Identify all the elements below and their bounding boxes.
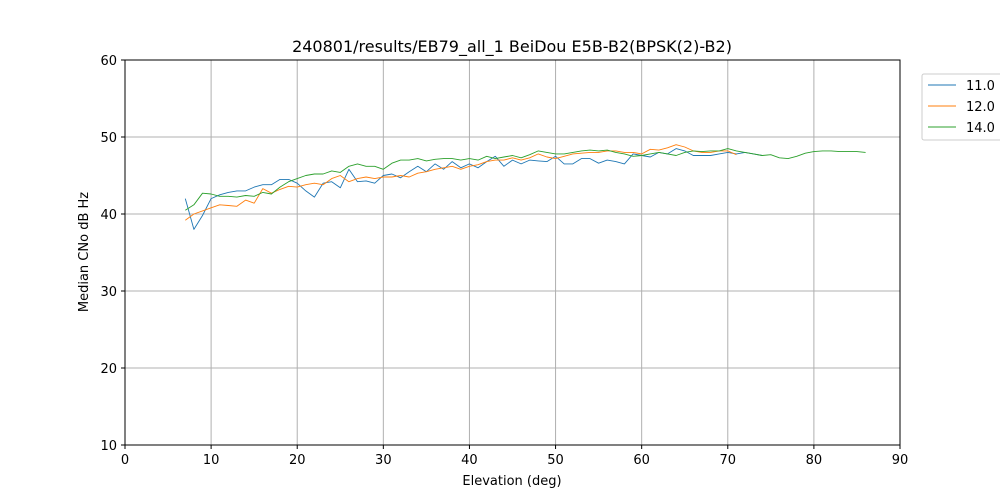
x-tick-label: 50 — [547, 453, 564, 468]
y-axis-label: Median CNo dB Hz — [77, 192, 92, 312]
plot-frame — [124, 59, 901, 446]
y-tick-label: 60 — [100, 54, 117, 69]
legend-label: 11.0 — [966, 79, 995, 94]
legend-box — [921, 73, 1000, 141]
y-axis: 10 20 30 40 50 60 — [100, 54, 125, 454]
x-tick-label: 80 — [806, 453, 823, 468]
x-tick-label: 60 — [633, 453, 650, 468]
x-tick-label: 0 — [121, 453, 129, 468]
x-axis: 0 10 20 30 40 50 60 70 80 90 — [121, 445, 908, 468]
y-tick-label: 50 — [100, 131, 117, 146]
grid — [124, 59, 901, 446]
legend-label: 12.0 — [966, 100, 995, 115]
series-line-12-0 — [185, 144, 737, 221]
chart-title: 240801/results/EB79_all_1 BeiDou E5B-B2(… — [292, 37, 732, 57]
series-line-11-0 — [184, 148, 763, 230]
legend: 11.0 12.0 14.0 — [921, 73, 1000, 141]
x-tick-label: 30 — [375, 453, 392, 468]
y-tick-label: 20 — [100, 362, 117, 377]
x-tick-label: 70 — [720, 453, 737, 468]
series-lines — [184, 144, 866, 230]
y-tick-label: 30 — [100, 285, 117, 300]
x-tick-label: 10 — [203, 453, 220, 468]
x-axis-label: Elevation (deg) — [462, 474, 561, 489]
y-tick-label: 40 — [100, 208, 117, 223]
y-tick-label: 10 — [100, 439, 117, 454]
x-tick-label: 90 — [892, 453, 909, 468]
x-tick-label: 40 — [461, 453, 478, 468]
series-line-14-0 — [185, 148, 866, 211]
x-tick-label: 20 — [289, 453, 306, 468]
legend-label: 14.0 — [966, 121, 995, 136]
